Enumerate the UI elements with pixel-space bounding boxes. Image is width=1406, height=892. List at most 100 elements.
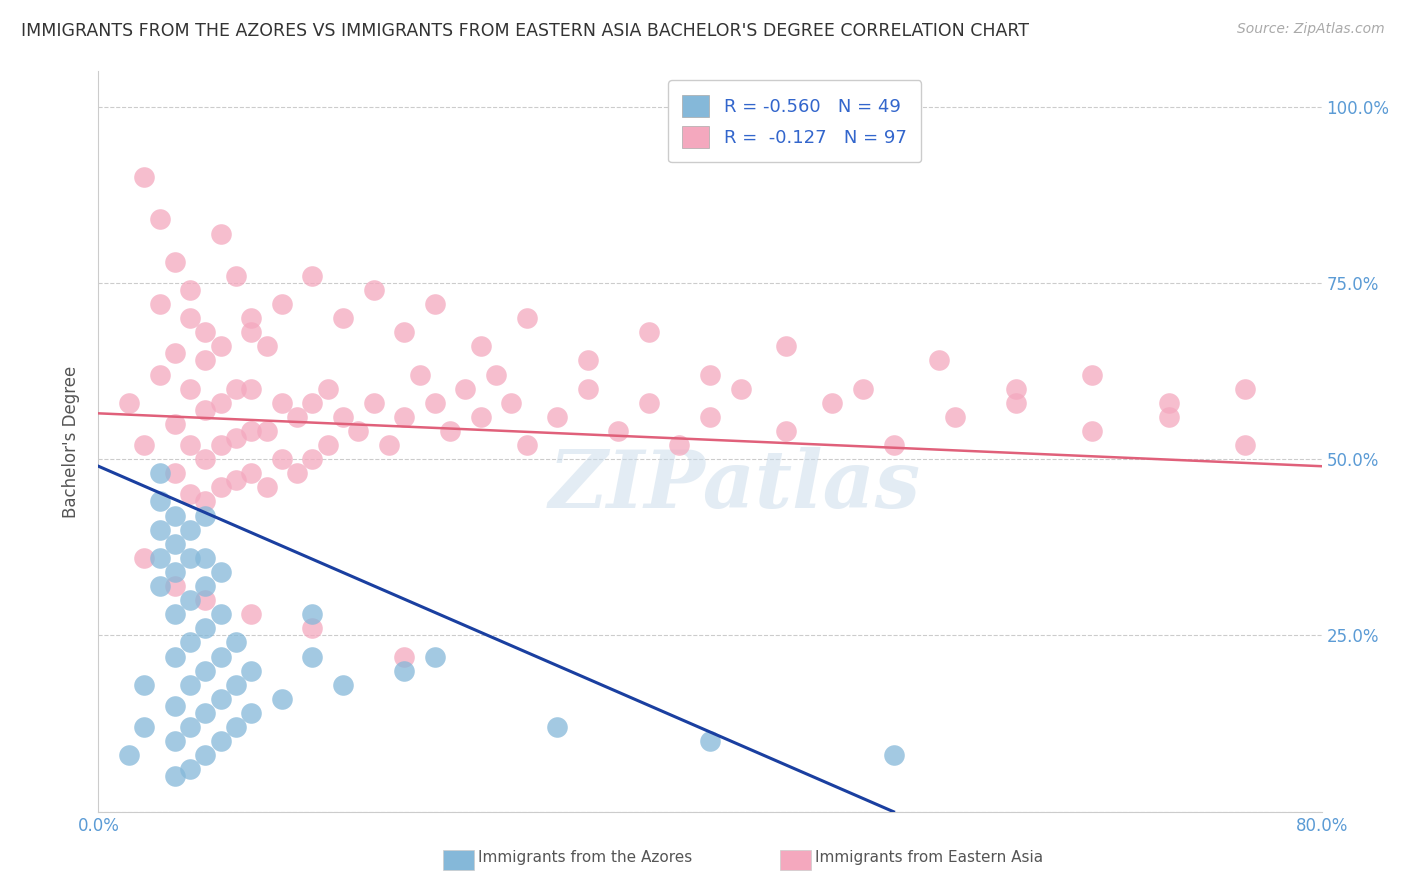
Point [179,311,201,326]
Point [576,382,599,396]
Point [1157,409,1180,424]
Point [256,339,278,353]
Legend: R = -0.560   N = 49, R =  -0.127   N = 97: R = -0.560 N = 49, R = -0.127 N = 97 [668,80,921,162]
Point [821,396,844,410]
Point [179,720,201,734]
Point [501,396,523,410]
Point [209,649,232,664]
Point [225,720,247,734]
Point [285,409,308,424]
Point [179,550,201,565]
Point [149,467,172,481]
Point [576,353,599,368]
Point [240,706,263,720]
Point [134,170,156,185]
Point [194,452,217,467]
Point [363,283,385,297]
Text: ZIPatlas: ZIPatlas [548,447,921,524]
Point [943,409,966,424]
Point [378,438,401,452]
Point [194,402,217,417]
Point [928,353,950,368]
Point [285,467,308,481]
Point [194,621,217,635]
Point [270,452,294,467]
Point [149,212,172,227]
Point [240,311,263,326]
Point [423,396,446,410]
Point [301,649,323,664]
Text: Source: ZipAtlas.com: Source: ZipAtlas.com [1237,22,1385,37]
Point [194,748,217,763]
Point [470,409,492,424]
Point [270,692,294,706]
Point [163,698,186,713]
Point [316,382,339,396]
Point [392,325,416,339]
Point [209,565,232,579]
Point [209,396,232,410]
Point [637,396,661,410]
Point [332,409,354,424]
Point [163,508,186,523]
Point [316,438,339,452]
Point [209,227,232,241]
Point [699,368,721,382]
Point [883,438,905,452]
Point [270,396,294,410]
Point [194,579,217,593]
Point [1081,368,1104,382]
Point [179,593,201,607]
Point [1004,396,1026,410]
Point [392,664,416,678]
Point [392,649,416,664]
Point [163,649,186,664]
Point [423,297,446,311]
Point [179,635,201,649]
Point [134,438,156,452]
Point [163,467,186,481]
Point [408,368,430,382]
Point [163,565,186,579]
Point [332,678,354,692]
Point [163,734,186,748]
Point [225,268,247,283]
Text: IMMIGRANTS FROM THE AZORES VS IMMIGRANTS FROM EASTERN ASIA BACHELOR'S DEGREE COR: IMMIGRANTS FROM THE AZORES VS IMMIGRANTS… [21,22,1029,40]
Point [1234,382,1257,396]
Point [301,452,323,467]
Point [163,769,186,783]
Point [149,297,172,311]
Point [118,396,141,410]
Point [163,537,186,551]
Point [240,382,263,396]
Point [637,325,661,339]
Point [546,409,568,424]
Point [699,734,721,748]
Point [256,480,278,494]
Point [163,579,186,593]
Point [730,382,752,396]
Point [149,494,172,508]
Point [209,480,232,494]
Point [240,607,263,622]
Point [775,339,797,353]
Point [194,494,217,508]
Point [270,297,294,311]
Point [209,734,232,748]
Point [301,396,323,410]
Point [194,706,217,720]
Point [454,382,477,396]
Point [699,409,721,424]
Point [225,635,247,649]
Point [194,550,217,565]
Point [118,748,141,763]
Text: Immigrants from the Azores: Immigrants from the Azores [478,850,692,865]
Point [485,368,508,382]
Point [179,283,201,297]
Point [149,550,172,565]
Point [240,664,263,678]
Point [149,368,172,382]
Point [209,692,232,706]
Point [149,579,172,593]
Point [607,424,630,438]
